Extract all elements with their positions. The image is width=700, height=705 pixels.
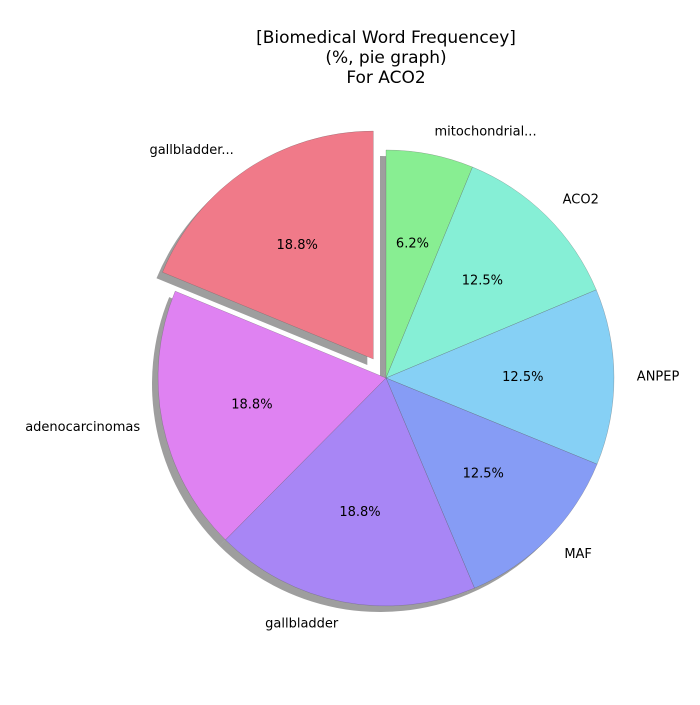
pie-slice-4-maf (385, 377, 598, 589)
pie-slice-3-anpep (385, 289, 615, 465)
slice-percent-label-6: 18.8% (231, 398, 272, 413)
slice-percent-label-3: 12.5% (502, 370, 543, 385)
slice-label-5: gallbladder (265, 617, 339, 632)
slice-percent-label-7: 18.8% (277, 238, 318, 253)
pie-slice-6-adenocarcinomas (157, 290, 387, 541)
pie-slice-5-gallbladder (225, 377, 475, 607)
chart-title: [Biomedical Word Frequencey] (%, pie gra… (0, 28, 700, 88)
slice-label-2: ACO2 (563, 192, 599, 207)
slice-label-6: adenocarcinomas (25, 420, 140, 435)
slice-label-1: mitochondrial... (434, 124, 536, 139)
pie-slices (157, 130, 615, 607)
slice-percent-label-4: 12.5% (463, 467, 504, 482)
slice-percent-label-2: 12.5% (462, 273, 503, 288)
chart-title-line-1: [Biomedical Word Frequencey] (256, 28, 516, 48)
slice-percent-label-5: 18.8% (339, 505, 380, 520)
chart-title-line-3: For ACO2 (346, 68, 426, 88)
pie-slice-2-aco2 (385, 166, 597, 379)
pie-slice-7-gallbladder (162, 130, 374, 360)
slice-label-4: MAF (564, 547, 592, 562)
slice-percent-label-1: 6.2% (396, 236, 429, 251)
pie-labels: 6.2% mitochondrial... 12.5% ACO2 12.5% ANPEP 1… (25, 124, 679, 631)
chart-title-line-2: (%, pie graph) (325, 48, 447, 68)
slice-label-3: ANPEP (637, 369, 680, 384)
slice-label-7: gallbladder... (149, 143, 233, 158)
